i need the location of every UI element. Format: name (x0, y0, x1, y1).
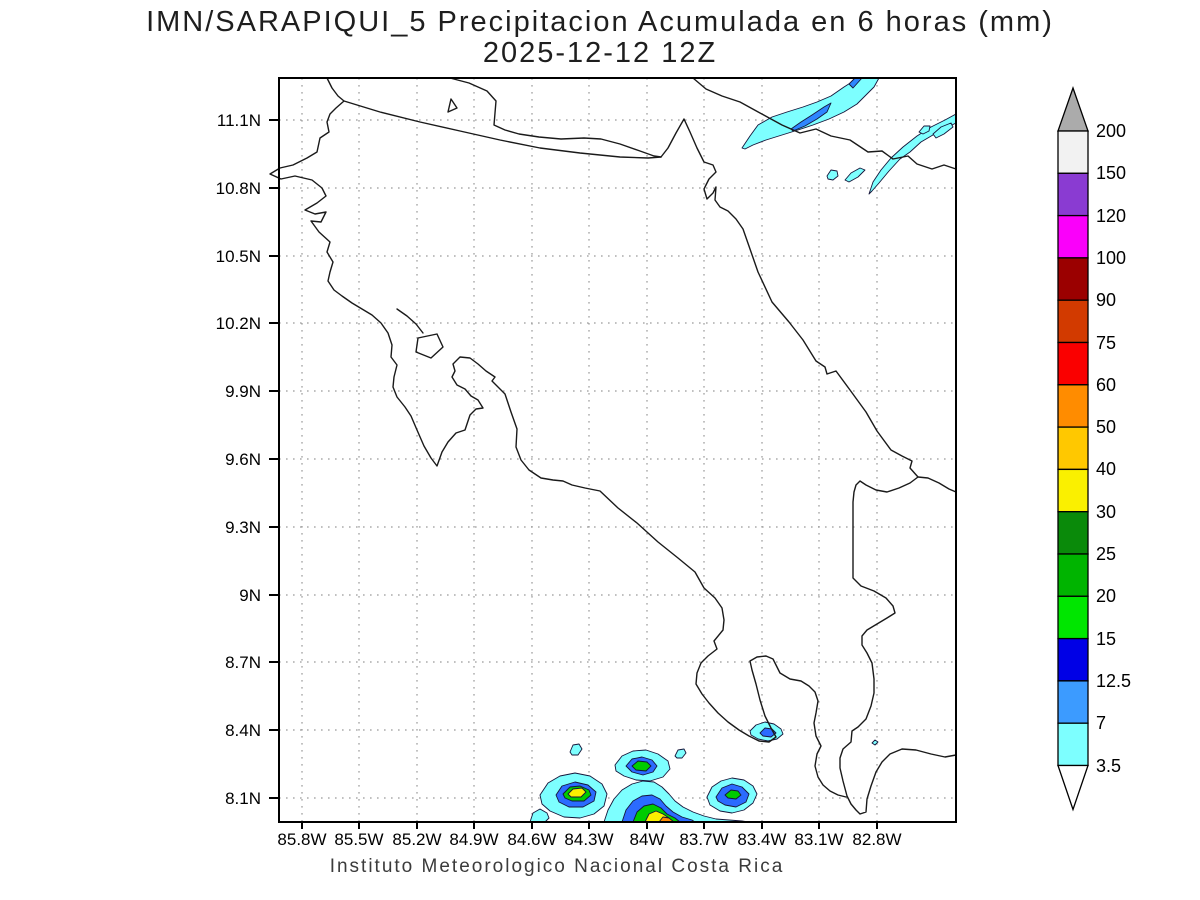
chart-title: IMN/SARAPIQUI_5 Precipitacion Acumulada … (146, 6, 1054, 38)
colorbar-segment (1057, 680, 1089, 724)
coastline-path (343, 100, 957, 815)
lat-label: 10.2N (215, 314, 261, 333)
colorbar-segment (1057, 722, 1089, 767)
coastline-path (447, 98, 458, 113)
footer-attribution: Instituto Meteorologico Nacional Costa R… (329, 856, 785, 877)
lon-label: 83.4W (737, 830, 787, 849)
colorbar-value-label: 150 (1096, 163, 1127, 184)
lat-label: 9.3N (225, 518, 261, 537)
plot-frame (278, 77, 957, 823)
colorbar-value-label: 7 (1096, 713, 1107, 734)
colorbar-value-label: 12.5 (1096, 670, 1132, 691)
colorbar-segment (1057, 214, 1089, 259)
precip-corner-light (529, 808, 550, 823)
colorbar-value-label: 20 (1096, 586, 1117, 607)
lat-label: 8.7N (225, 653, 261, 672)
coastline-path (415, 333, 444, 359)
colorbar-value-label: 15 (1096, 628, 1117, 649)
colorbar-segment (1057, 595, 1089, 640)
colorbar-value-label: 120 (1096, 205, 1127, 226)
precip-dot-1 (826, 169, 839, 181)
colorbar-segment (1057, 468, 1089, 513)
colorbar-segment (1057, 553, 1089, 597)
precip-sw-a-yellow (567, 787, 587, 798)
colorbar-value-label: 50 (1096, 417, 1117, 438)
colorbar-value-label: 90 (1096, 290, 1117, 311)
colorbar-value-label: 100 (1096, 247, 1127, 268)
lon-label: 85.8W (277, 830, 327, 849)
coastline-path (449, 77, 662, 158)
colorbar-segment (1057, 384, 1089, 428)
precip-ne-band-core (790, 102, 832, 132)
colorbar-segment (1057, 341, 1089, 386)
precip-dot-5 (674, 748, 687, 759)
lon-label: 84W (629, 830, 665, 849)
lat-label: 9N (239, 586, 261, 605)
lon-label: 83.7W (679, 830, 729, 849)
lon-label: 85.2W (392, 830, 442, 849)
colorbar-value-label: 200 (1096, 121, 1127, 141)
precip-ne-band-light (741, 77, 880, 150)
precip-dot-4 (932, 122, 954, 139)
coastline-path (917, 476, 957, 493)
lon-label: 83.1W (794, 830, 844, 849)
colorbar-arrow-bottom (1057, 764, 1089, 812)
colorbar-segment (1057, 511, 1089, 555)
colorbar-segment (1057, 130, 1089, 174)
colorbar-segment (1057, 426, 1089, 471)
lat-label: 9.9N (225, 382, 261, 401)
precip-sw-b-green (631, 760, 652, 772)
lat-label: 11.1N (216, 111, 261, 130)
colorbar-value-label: 25 (1096, 544, 1117, 564)
lat-label: 8.1N (225, 789, 261, 808)
colorbar-value-label: 30 (1096, 501, 1117, 522)
precip-sw-a-dot (569, 743, 583, 756)
lon-label: 84.3W (564, 830, 614, 849)
colorbar-value-label: 75 (1096, 332, 1117, 353)
precip-sw-d-green (724, 789, 742, 800)
lon-label: 82.8W (852, 830, 902, 849)
precip-dot-6 (871, 739, 879, 746)
lat-label: 10.8N (215, 179, 261, 198)
coastline-path (396, 308, 424, 334)
colorbar-value-label: 40 (1096, 459, 1117, 480)
colorbar-value-label: 60 (1096, 374, 1117, 395)
colorbar-segment (1057, 637, 1089, 682)
precip-dot-2 (844, 167, 866, 183)
lat-label: 10.5N (215, 247, 261, 266)
precip-dot-3 (918, 125, 931, 135)
coastline-path (692, 77, 957, 170)
lon-label: 84.6W (507, 830, 557, 849)
lon-label: 84.9W (449, 830, 499, 849)
lat-label: 8.4N (225, 721, 261, 740)
colorbar-arrow-top (1057, 86, 1089, 132)
lon-label: 85.5W (334, 830, 384, 849)
lat-label: 9.6N (225, 450, 261, 469)
colorbar-segment (1057, 299, 1089, 344)
coastline-path (269, 77, 847, 798)
colorbar-segment (1057, 172, 1089, 217)
chart-subtitle-date: 2025-12-12 12Z (482, 37, 718, 69)
colorbar-segment (1057, 257, 1089, 301)
colorbar-value-label: 3.5 (1096, 755, 1122, 776)
